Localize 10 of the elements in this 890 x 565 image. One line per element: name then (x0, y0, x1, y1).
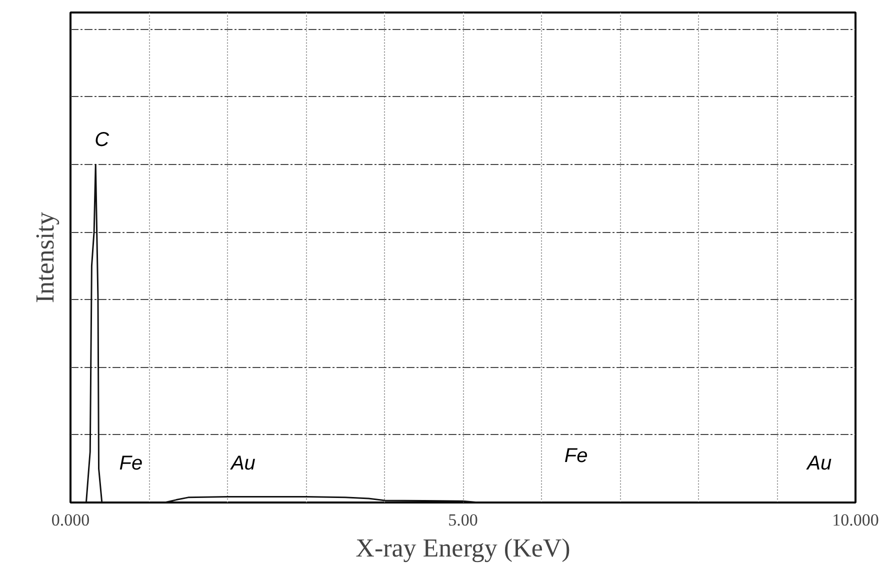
x-tick-label: 5.00 (448, 510, 478, 530)
annotation: Au (806, 452, 832, 474)
annotation: Fe (119, 452, 143, 474)
y-axis-title: Intensity (30, 212, 60, 303)
x-axis-title: X-ray Energy (KeV) (356, 534, 570, 562)
x-tick-label: 0.000 (51, 510, 90, 530)
text: C (94, 128, 110, 151)
annotation: Fe (564, 444, 588, 467)
annotation: Au (230, 452, 256, 474)
x-tick-label: 10.000 (832, 510, 879, 530)
